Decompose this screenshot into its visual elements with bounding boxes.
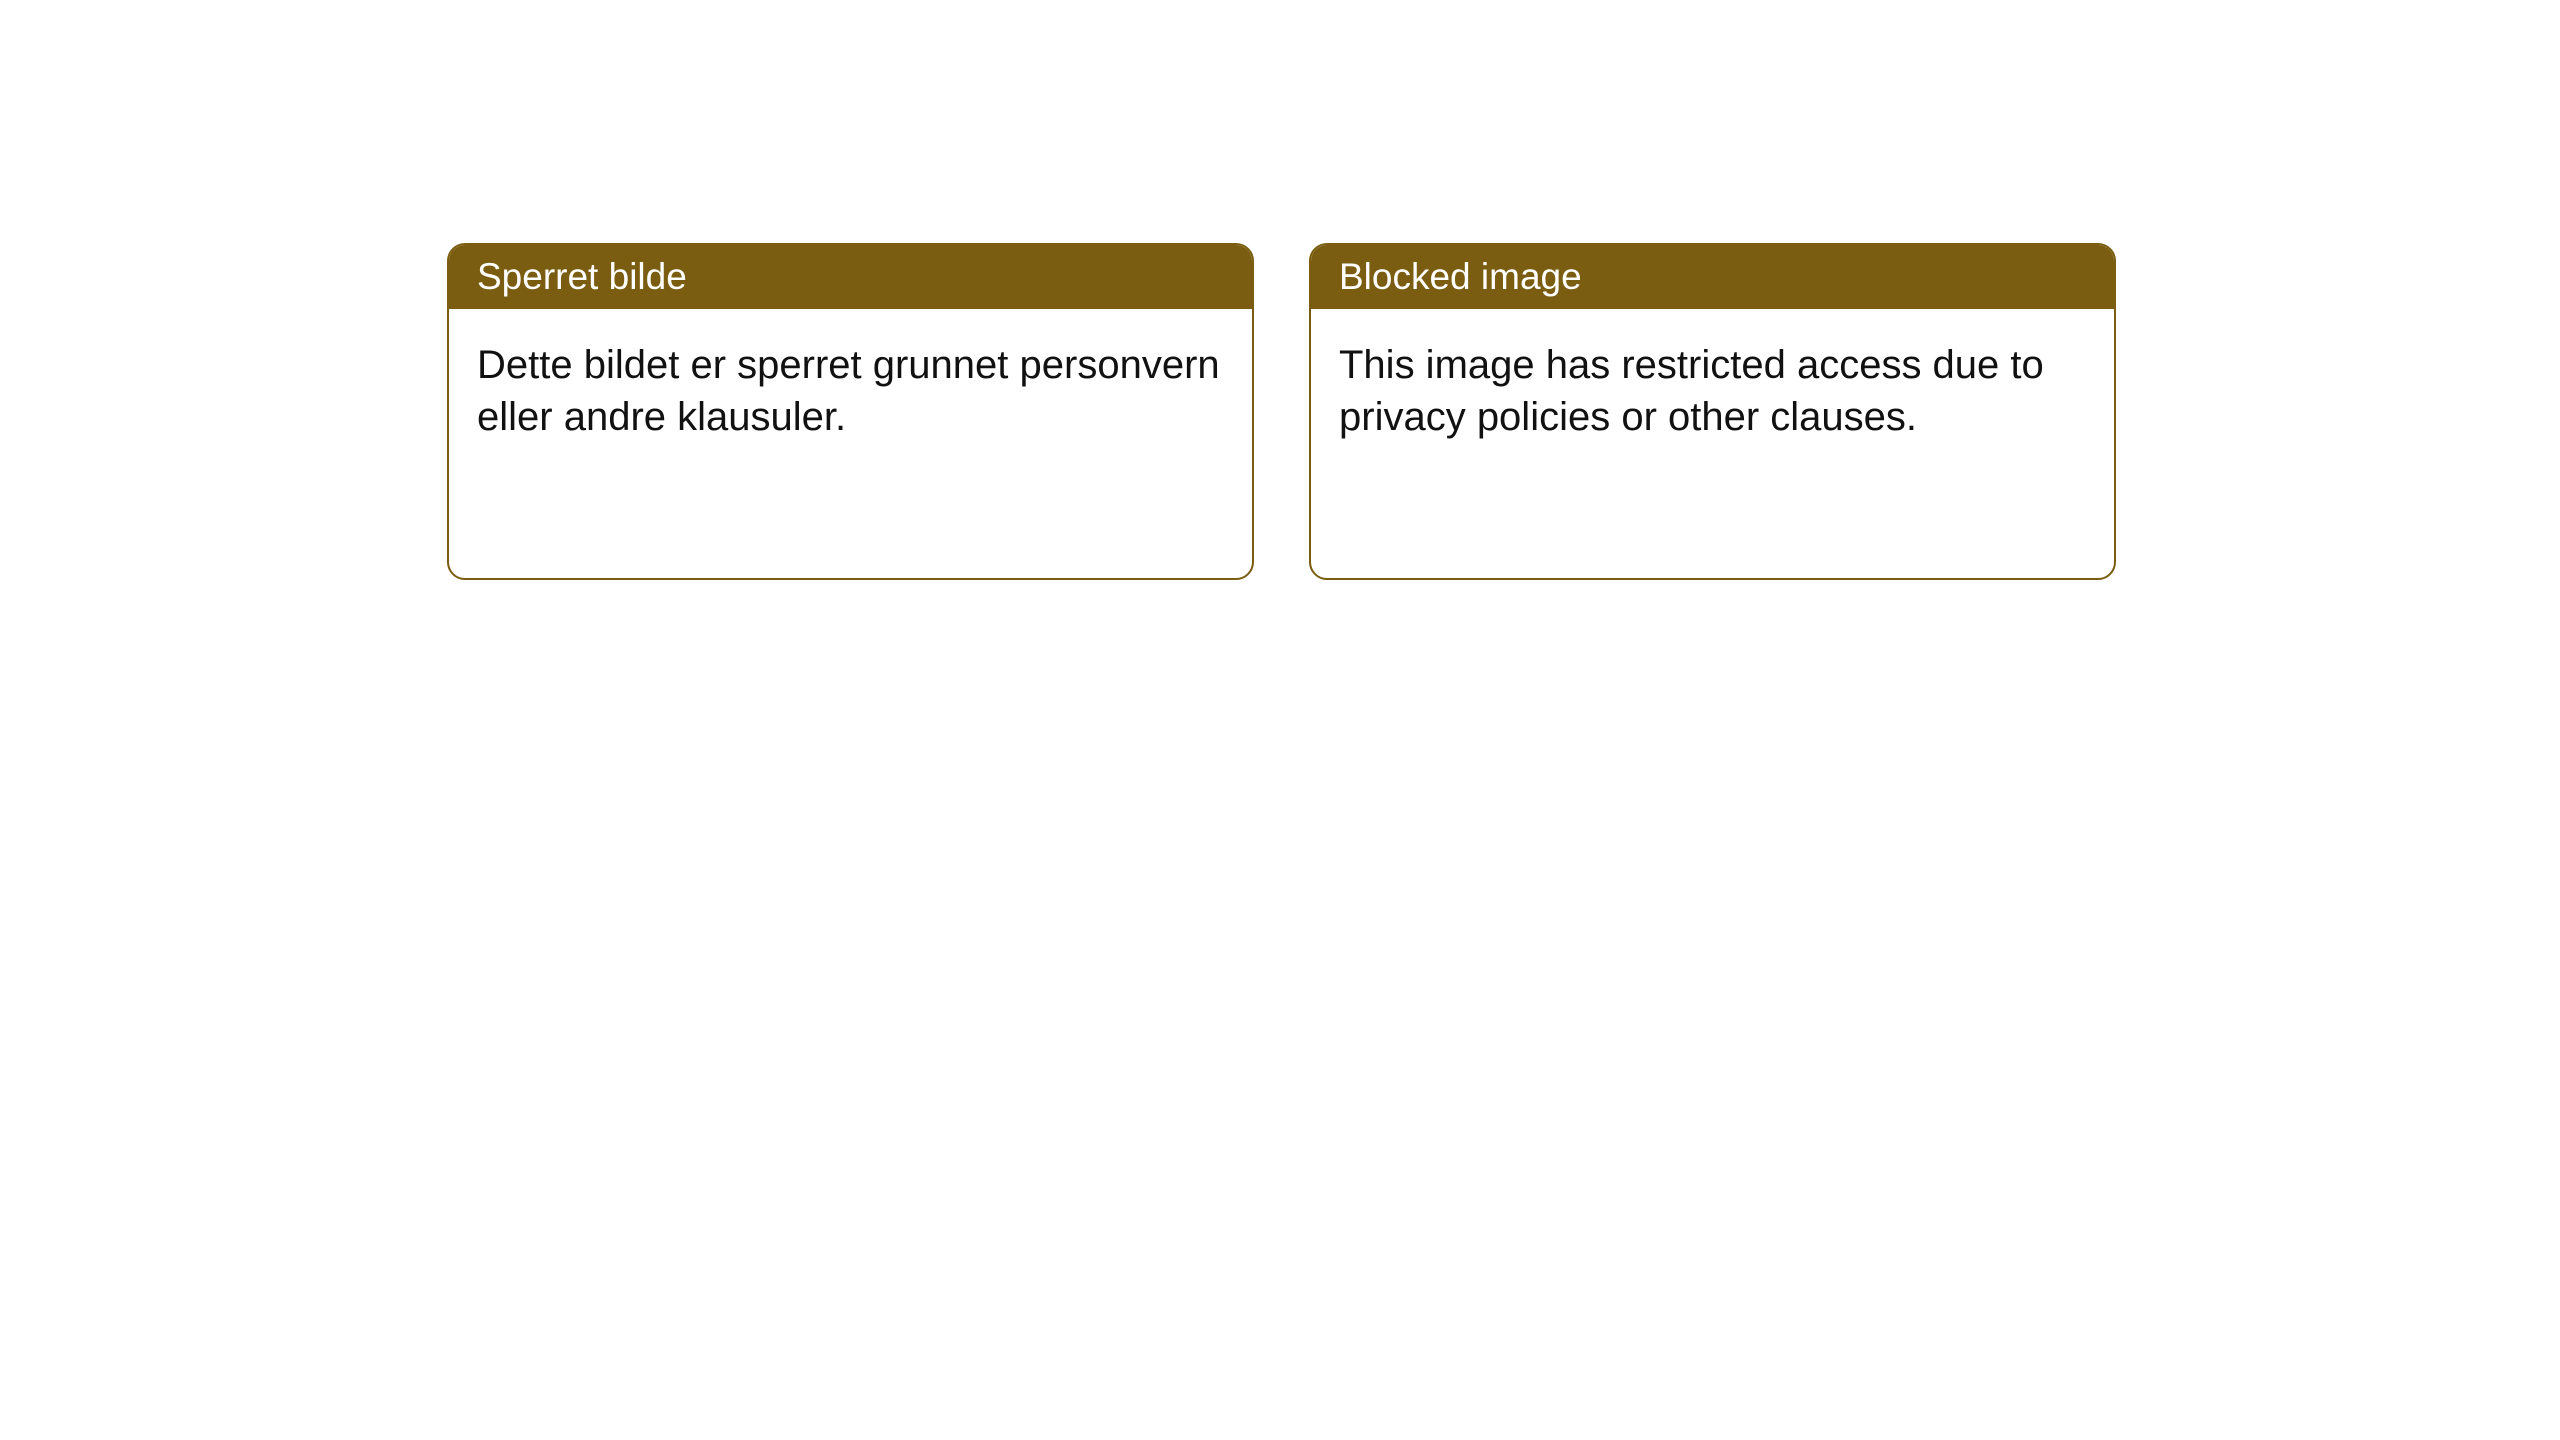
card-title: Blocked image [1339, 256, 1582, 297]
card-body-text: Dette bildet er sperret grunnet personve… [477, 343, 1220, 439]
notice-cards-container: Sperret bilde Dette bildet er sperret gr… [0, 0, 2560, 580]
card-body: This image has restricted access due to … [1311, 309, 2114, 473]
notice-card-english: Blocked image This image has restricted … [1309, 243, 2116, 580]
card-header: Blocked image [1311, 245, 2114, 309]
card-header: Sperret bilde [449, 245, 1252, 309]
card-body: Dette bildet er sperret grunnet personve… [449, 309, 1252, 473]
card-title: Sperret bilde [477, 256, 687, 297]
notice-card-norwegian: Sperret bilde Dette bildet er sperret gr… [447, 243, 1254, 580]
card-body-text: This image has restricted access due to … [1339, 343, 2044, 439]
